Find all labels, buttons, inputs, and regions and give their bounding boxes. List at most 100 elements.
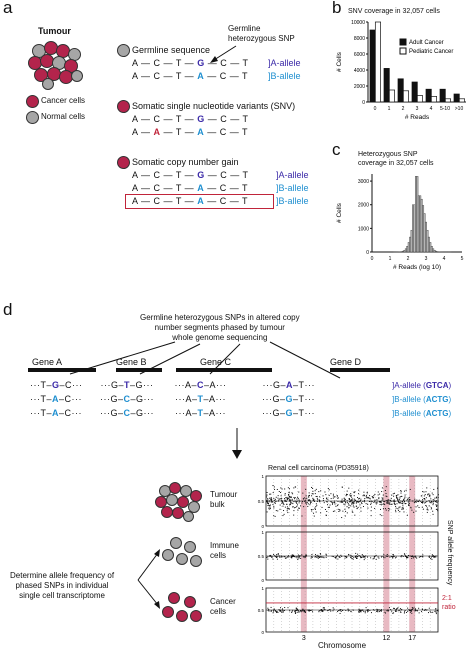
af-point	[300, 557, 302, 559]
af-point	[358, 498, 360, 500]
af-point	[425, 497, 427, 499]
af-point	[272, 612, 274, 614]
af-point	[339, 509, 341, 511]
af-point	[268, 608, 270, 610]
af-point	[429, 610, 431, 612]
af-point	[279, 508, 281, 510]
af-point	[289, 488, 291, 490]
af-point	[404, 610, 406, 612]
af-point	[269, 508, 271, 510]
af-point	[335, 556, 337, 558]
down-arrow	[232, 428, 242, 459]
af-point	[381, 515, 383, 517]
af-point	[412, 556, 414, 558]
c-ytick-label: 3000	[358, 179, 369, 185]
af-point	[321, 556, 323, 558]
af-point	[287, 512, 289, 514]
af-point	[279, 610, 281, 612]
af-point	[315, 503, 317, 505]
af-point	[274, 502, 276, 504]
af-point	[295, 612, 297, 614]
af-point	[384, 501, 386, 503]
af-point	[355, 557, 357, 559]
af-point	[298, 611, 300, 613]
af-point	[403, 511, 405, 513]
af-point	[284, 488, 286, 490]
af-point	[386, 496, 388, 498]
af-point	[281, 556, 283, 558]
af-point	[351, 503, 353, 505]
seq-row-a: ···T–G–C··· ···G–T–G··· ···A–C–A··· ···G…	[30, 380, 316, 390]
af-point	[354, 499, 356, 501]
af-point	[267, 556, 269, 558]
af-point	[377, 609, 379, 611]
af-point	[370, 515, 372, 517]
af-point	[380, 556, 382, 558]
af-point	[435, 508, 437, 510]
tag-a-text: A-allele	[270, 58, 301, 68]
af-point	[412, 608, 414, 610]
af-point	[343, 497, 345, 499]
af-point	[399, 511, 401, 513]
af-point	[270, 554, 272, 556]
c-hist-bar	[420, 198, 423, 253]
af-point	[313, 498, 315, 500]
af-point	[426, 507, 428, 509]
af-point	[271, 498, 273, 500]
af-point	[311, 556, 313, 558]
af-point	[311, 493, 313, 495]
af-point	[367, 507, 369, 509]
af-point	[309, 500, 311, 502]
af-point	[352, 502, 354, 504]
af-point	[430, 501, 432, 503]
af-point	[272, 504, 274, 506]
af-point	[343, 503, 345, 505]
af-point	[276, 556, 278, 558]
af-point	[308, 610, 310, 612]
af-point	[365, 494, 367, 496]
c-ytick-label: 2000	[358, 203, 369, 209]
af-point	[350, 611, 352, 613]
c-hist-bar	[402, 250, 404, 253]
af-point	[310, 609, 312, 611]
af-point	[387, 508, 389, 510]
af-point	[415, 609, 417, 611]
allele-tag-b2-code: ACTG	[425, 409, 449, 418]
af-point	[312, 611, 314, 613]
af-point	[282, 505, 284, 507]
b-legend-swatch	[399, 38, 407, 46]
af-point	[325, 556, 327, 558]
c-hist-bar	[423, 213, 426, 253]
c-xtick-label: 3	[425, 256, 428, 262]
af-point	[435, 504, 437, 506]
af-point	[356, 508, 358, 510]
af-point	[433, 499, 435, 501]
af-point	[316, 500, 318, 502]
af-point	[348, 487, 350, 489]
af-point	[307, 495, 309, 497]
af-point	[268, 504, 270, 506]
af-point	[304, 502, 306, 504]
af-point	[401, 508, 403, 510]
af-point	[432, 513, 434, 515]
af-point	[285, 497, 287, 499]
af-point	[370, 503, 372, 505]
af-point	[335, 505, 337, 507]
b-legend-label: Adult Cancer	[409, 40, 444, 46]
af-point	[394, 492, 396, 494]
af-point	[408, 504, 410, 506]
af-point	[372, 609, 374, 611]
af-point	[345, 495, 347, 497]
af-point	[367, 609, 369, 611]
af-point	[397, 607, 399, 609]
af-point	[340, 554, 342, 556]
af-point	[304, 556, 306, 558]
af-point	[383, 501, 385, 503]
af-point	[432, 502, 434, 504]
af-point	[276, 488, 278, 490]
af-point	[328, 494, 330, 496]
af-point	[284, 493, 286, 495]
af-point	[326, 501, 328, 503]
af-point	[279, 498, 281, 500]
af-point	[337, 610, 339, 612]
